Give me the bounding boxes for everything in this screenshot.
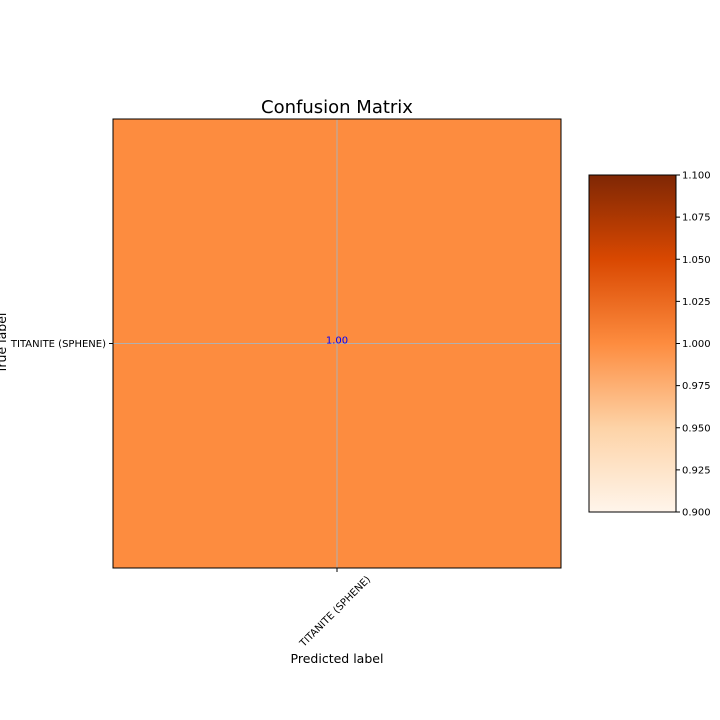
colorbar-tick-label: 0.975: [682, 381, 711, 392]
colorbar-tick-label: 1.025: [682, 297, 711, 308]
colorbar-gradient: [588, 174, 677, 513]
colorbar-tick-label: 1.100: [682, 171, 711, 182]
matrix-plot-area: 1.00 TITANITE (SPHENE) TITANITE (SPHENE): [10, 118, 562, 650]
colorbar-tick-label: 0.925: [682, 465, 711, 476]
colorbar-tick-label: 1.050: [682, 255, 711, 266]
y-tick-label: TITANITE (SPHENE): [10, 339, 106, 350]
cell-value-label: 1.00: [326, 336, 348, 347]
colorbar-tick-label: 0.950: [682, 423, 711, 434]
y-axis-label: True label: [0, 313, 9, 375]
colorbar: 0.900 0.925 0.950 0.975 1.000 1.025 1.050 1.075…: [588, 171, 711, 519]
colorbar-tick-label: 1.075: [682, 213, 711, 224]
x-axis-label: Predicted label: [291, 651, 384, 666]
colorbar-tick-label: 0.900: [682, 508, 711, 519]
colorbar-tick-label: 1.000: [682, 339, 711, 350]
x-tick-label: TITANITE (SPHENE): [297, 574, 373, 650]
chart-title: Confusion Matrix: [261, 97, 413, 118]
